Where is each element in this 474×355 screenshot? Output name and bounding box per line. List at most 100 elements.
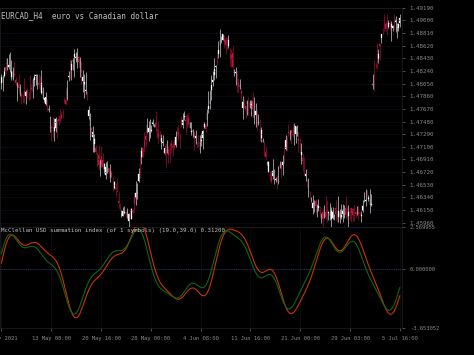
Bar (109, 173, 110, 178)
Bar (265, 152, 266, 157)
Bar (371, 204, 372, 205)
Bar (158, 133, 159, 137)
Bar (325, 212, 326, 217)
Bar (245, 106, 246, 110)
Bar (125, 212, 126, 213)
Bar (115, 188, 116, 189)
Bar (385, 24, 386, 28)
Bar (24, 91, 25, 95)
Bar (339, 213, 340, 218)
Bar (92, 132, 93, 137)
Bar (212, 80, 213, 82)
Bar (378, 54, 379, 59)
Bar (329, 213, 330, 216)
Bar (122, 212, 123, 216)
Bar (334, 215, 335, 219)
Bar (41, 83, 42, 93)
Bar (101, 156, 102, 165)
Bar (368, 197, 369, 200)
Bar (338, 211, 339, 217)
Bar (255, 111, 256, 115)
Bar (34, 77, 35, 80)
Bar (7, 58, 8, 64)
Bar (344, 213, 345, 218)
Bar (351, 208, 352, 213)
Bar (227, 41, 228, 43)
Bar (231, 55, 232, 59)
Bar (292, 134, 293, 136)
Bar (108, 168, 109, 172)
Bar (327, 209, 328, 215)
Bar (251, 104, 252, 105)
Bar (14, 74, 15, 75)
Bar (288, 132, 289, 133)
Bar (44, 98, 45, 100)
Bar (11, 71, 12, 77)
Bar (107, 164, 108, 166)
Bar (322, 212, 323, 218)
Bar (285, 140, 286, 149)
Bar (332, 212, 333, 218)
Bar (5, 67, 6, 71)
Bar (65, 100, 66, 104)
Bar (319, 213, 320, 214)
Bar (346, 216, 347, 218)
Bar (114, 182, 115, 188)
Bar (161, 138, 162, 142)
Bar (228, 40, 229, 46)
Bar (151, 130, 152, 131)
Bar (55, 119, 56, 128)
Bar (365, 200, 366, 201)
Bar (188, 118, 189, 124)
Bar (185, 120, 186, 121)
Bar (138, 174, 139, 181)
Bar (124, 212, 125, 213)
Bar (295, 126, 296, 133)
Bar (144, 141, 145, 147)
Bar (105, 168, 106, 175)
Bar (155, 123, 156, 127)
Bar (211, 85, 212, 90)
Bar (381, 34, 382, 38)
Bar (331, 210, 332, 219)
Bar (234, 70, 235, 73)
Bar (118, 201, 119, 203)
Bar (392, 26, 393, 28)
Bar (362, 206, 363, 211)
Bar (281, 164, 282, 169)
Bar (391, 24, 392, 27)
Bar (75, 57, 76, 58)
Bar (12, 71, 13, 79)
Bar (88, 110, 89, 116)
Bar (168, 150, 169, 155)
Bar (1, 77, 2, 83)
Bar (335, 208, 336, 214)
Bar (217, 57, 218, 63)
Bar (71, 64, 72, 70)
Bar (355, 212, 356, 214)
Bar (275, 179, 276, 180)
Bar (305, 174, 306, 176)
Bar (31, 88, 32, 89)
Bar (395, 21, 396, 22)
Bar (15, 80, 16, 83)
Bar (254, 110, 255, 118)
Bar (352, 209, 353, 215)
Bar (131, 209, 132, 219)
Bar (342, 211, 343, 214)
Bar (134, 198, 135, 204)
Bar (354, 215, 355, 216)
Bar (61, 115, 62, 118)
Bar (148, 128, 149, 132)
Bar (19, 87, 20, 94)
Bar (195, 136, 196, 138)
Bar (119, 206, 120, 210)
Bar (141, 151, 142, 157)
Bar (178, 132, 179, 135)
Bar (68, 76, 69, 77)
Bar (328, 212, 329, 213)
Bar (388, 23, 389, 27)
Bar (302, 158, 303, 161)
Bar (261, 130, 262, 138)
Bar (82, 77, 83, 81)
